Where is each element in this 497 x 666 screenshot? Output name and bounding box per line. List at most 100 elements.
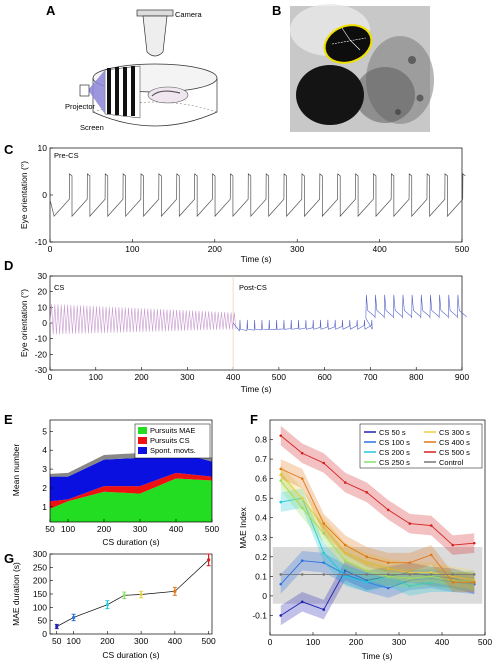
series-point-cs-100-s (279, 582, 283, 586)
legend-swatch (138, 427, 147, 434)
panel-a: A Camera Projector Screen (46, 3, 218, 132)
series-point-control (451, 573, 455, 576)
series-point-cs-300-s (451, 575, 455, 578)
x-tick-label: 400 (226, 372, 240, 382)
y-tick-label: -30 (35, 365, 48, 375)
y-tick-label: 30 (38, 271, 48, 281)
series-point-cs-50-s (343, 569, 347, 572)
series-point-cs-50-s (279, 614, 283, 617)
larva-icon (151, 90, 181, 97)
series-point-cs-500-s (279, 434, 283, 437)
y-tick-label: 10 (38, 302, 48, 312)
panel-c-label: C (4, 142, 14, 157)
y-tick-label: 0.1 (255, 571, 267, 581)
x-tick-label: 500 (205, 524, 219, 534)
series-point-control (343, 573, 347, 576)
x-tick-label: 0 (268, 637, 273, 647)
area-pursuits-cs (50, 472, 212, 509)
panel-e-axes (49, 419, 213, 523)
series-point-cs-400-s (300, 477, 304, 480)
x-tick-label: 900 (455, 372, 469, 382)
series-point-control (472, 573, 476, 576)
sem-band-cs-400-s (280, 459, 475, 592)
panel-f-axes (269, 419, 486, 636)
x-tick-label: 300 (290, 244, 304, 254)
series-point-cs-500-s (322, 461, 326, 465)
series-point-cs-250-s (300, 506, 304, 510)
series-point-cs-100-s (408, 578, 412, 582)
legend-entry: CS 400 s (439, 438, 470, 447)
series-point-cs-400-s (451, 580, 455, 584)
panel-g: G 50 100 200 300 400 500 0 50 100 150 200 250 300 CS… (4, 549, 216, 660)
x-tick-label: 0 (48, 372, 53, 382)
series-point-control (279, 573, 283, 576)
series-point-cs-500-s (429, 524, 433, 527)
legend-entry: Spont. movts. (150, 446, 196, 455)
series-point-cs-500-s (365, 491, 369, 494)
series-line-cs-400-s (280, 468, 475, 583)
y-tick-label: 200 (33, 576, 47, 586)
series-point-cs-50-s (365, 578, 369, 582)
panel-g-xlabel: CS duration (s) (102, 650, 159, 660)
series-point-control (408, 573, 412, 576)
sem-band-cs-250-s (280, 470, 475, 592)
y-tick-label: -10 (35, 334, 48, 344)
series-point-control (429, 573, 433, 576)
y-tick-label: 0.8 (255, 435, 267, 445)
series-point-cs-500-s (408, 522, 412, 525)
x-tick-label: 500 (272, 372, 286, 382)
sem-band-cs-300-s (280, 464, 475, 591)
y-tick-label: 3 (42, 464, 47, 474)
x-tick-label: 0 (48, 244, 53, 254)
series-point-control (300, 573, 304, 576)
x-tick-label: 50 (52, 636, 62, 646)
series-point-cs-250-s (386, 575, 390, 578)
data-point (72, 615, 76, 620)
camera-label: Camera (175, 10, 203, 19)
x-tick-label: 100 (89, 372, 103, 382)
series-point-cs-100-s (429, 577, 433, 580)
series-point-cs-100-s (300, 559, 304, 563)
panel-e: E 50 100 200 300 400 500 1 2 3 4 5 Pursuits MAEPur… (4, 412, 219, 547)
y-tick-label: 1 (42, 502, 47, 512)
x-tick-label: 300 (134, 636, 148, 646)
y-tick-label: 10 (38, 143, 48, 153)
y-tick-label: 0.5 (255, 493, 267, 503)
y-tick-label: 0 (42, 318, 47, 328)
series-point-cs-250-s (408, 577, 412, 580)
series-point-cs-50-s (451, 577, 455, 580)
panel-g-points (54, 553, 211, 630)
panel-g-ylabel: MAE duration (s) (11, 562, 21, 626)
series-point-cs-100-s (472, 582, 476, 586)
y-tick-label: 4 (42, 445, 47, 455)
x-tick-label: 200 (97, 524, 111, 534)
y-tick-label: -20 (35, 349, 48, 359)
series-point-cs-250-s (322, 532, 326, 535)
series-point-cs-300-s (322, 526, 326, 529)
area-top-band (50, 447, 212, 477)
panel-d-ylabel: Eye orientation (°) (19, 289, 29, 357)
y-tick-label: 0 (42, 190, 47, 200)
data-point (207, 558, 211, 562)
x-tick-label: 50 (45, 524, 55, 534)
y-tick-label: 100 (33, 602, 47, 612)
x-tick-label: 500 (478, 637, 492, 647)
series-point-cs-300-s (365, 561, 369, 564)
x-tick-label: 700 (363, 372, 377, 382)
legend-entry: Control (439, 458, 464, 467)
sem-band-cs-100-s (280, 550, 475, 598)
panel-d-post-trace (232, 294, 467, 332)
series-point-cs-400-s (322, 522, 326, 525)
data-point (105, 603, 109, 607)
series-point-cs-50-s (322, 608, 326, 611)
eye-dark (296, 65, 364, 125)
series-point-cs-200-s (322, 551, 326, 555)
panel-c-ylabel: Eye orientation (°) (19, 161, 29, 229)
camera-lens (142, 15, 168, 57)
y-tick-label: 150 (33, 589, 47, 599)
series-line-cs-200-s (280, 497, 475, 587)
y-tick-label: 5 (42, 426, 47, 436)
series-point-cs-300-s (429, 571, 433, 574)
